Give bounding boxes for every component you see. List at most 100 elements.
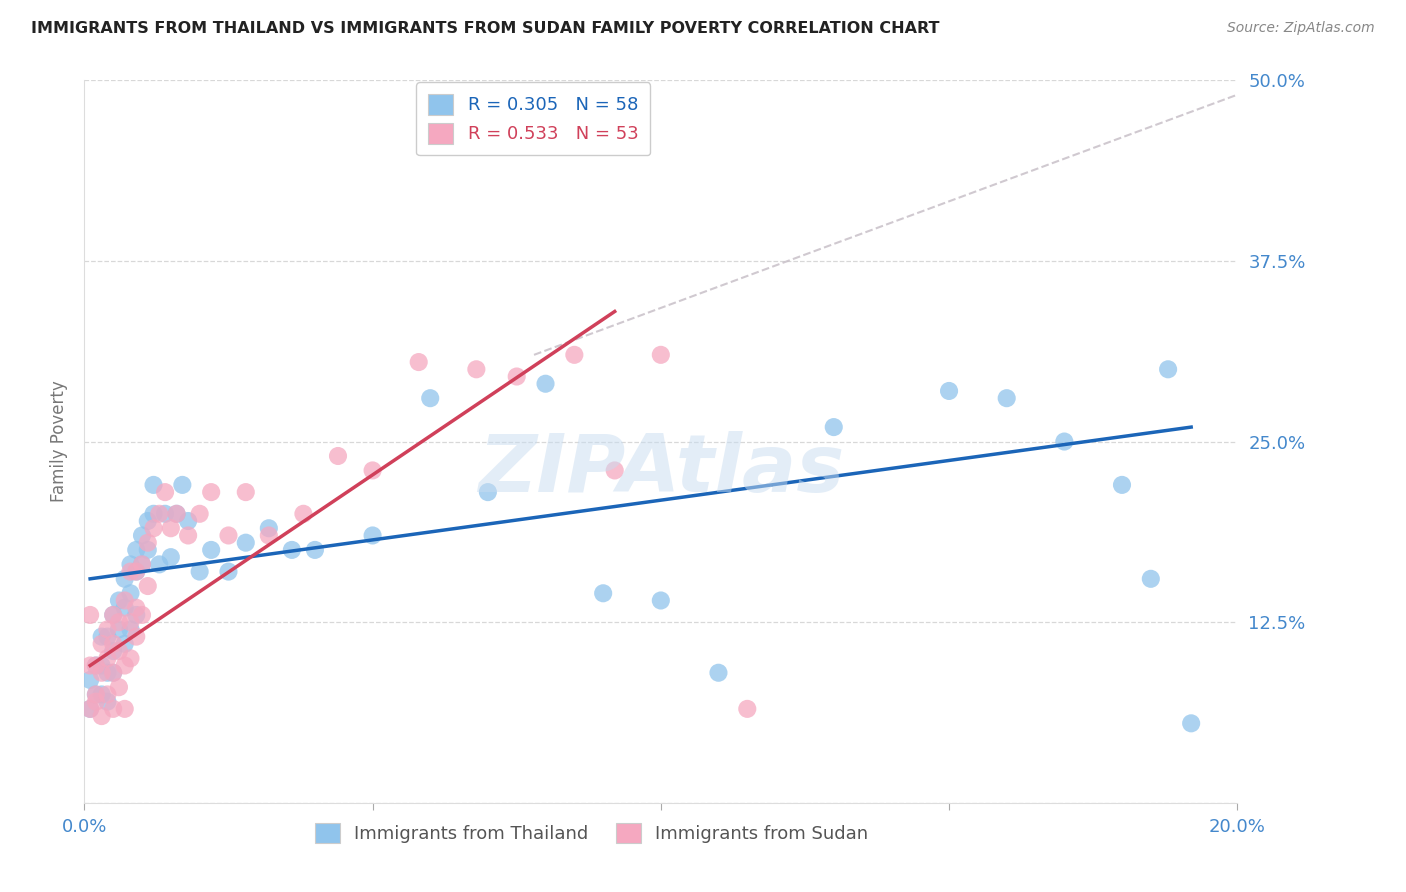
Point (172, 478, 194, 492)
Point (650, 593, 672, 607)
Point (200, 542, 222, 557)
Point (96, 695, 118, 709)
Point (120, 623, 142, 637)
Point (131, 528, 153, 542)
Point (281, 542, 304, 557)
Point (120, 651, 142, 665)
Point (995, 391, 1018, 405)
Point (84, 658, 107, 673)
Point (84, 658, 107, 673)
Point (1111, 478, 1133, 492)
Point (96, 623, 118, 637)
Point (188, 507, 211, 521)
Point (136, 514, 159, 528)
Point (200, 485, 222, 500)
Point (148, 558, 170, 572)
Point (218, 565, 240, 579)
Point (218, 528, 240, 542)
Point (188, 565, 211, 579)
Point (114, 658, 136, 673)
Point (108, 593, 131, 607)
Point (103, 665, 124, 680)
Point (96, 651, 118, 665)
Point (108, 680, 131, 694)
Point (96, 687, 118, 701)
Point (84, 687, 107, 701)
Point (120, 565, 142, 579)
Point (108, 644, 131, 658)
Point (114, 593, 136, 607)
Point (114, 600, 136, 615)
Point (103, 644, 124, 658)
Text: ZIPAtlas: ZIPAtlas (478, 432, 844, 509)
Point (84, 695, 107, 709)
Point (103, 607, 124, 622)
Point (142, 478, 165, 492)
Point (125, 607, 148, 622)
Point (103, 702, 124, 716)
Point (114, 702, 136, 716)
Point (153, 485, 176, 500)
Point (79, 702, 101, 716)
Point (79, 673, 101, 687)
Point (131, 607, 153, 622)
Point (79, 702, 101, 716)
Point (592, 586, 614, 600)
Point (257, 521, 280, 535)
Point (534, 376, 557, 391)
Point (1157, 362, 1180, 376)
Point (136, 535, 159, 549)
Point (823, 420, 845, 434)
Point (650, 348, 672, 362)
Point (737, 702, 759, 716)
Point (160, 550, 183, 565)
Point (96, 665, 118, 680)
Point (477, 485, 499, 500)
Point (103, 607, 124, 622)
Point (177, 514, 200, 528)
Point (292, 507, 315, 521)
Point (90, 630, 112, 644)
Point (103, 665, 124, 680)
Point (90, 709, 112, 723)
Point (142, 507, 165, 521)
Text: Source: ZipAtlas.com: Source: ZipAtlas.com (1227, 21, 1375, 36)
Point (408, 355, 430, 369)
Point (90, 687, 112, 701)
Point (108, 615, 131, 630)
Point (419, 391, 441, 405)
Point (120, 615, 142, 630)
Point (1140, 572, 1163, 586)
Point (125, 565, 148, 579)
Point (79, 658, 101, 673)
Point (938, 384, 960, 398)
Point (153, 507, 176, 521)
Point (166, 507, 188, 521)
Point (326, 449, 349, 463)
Point (235, 485, 257, 500)
Point (160, 521, 183, 535)
Point (79, 607, 101, 622)
Point (131, 558, 153, 572)
Point (120, 558, 142, 572)
Point (114, 637, 136, 651)
Point (136, 579, 159, 593)
Point (235, 535, 257, 549)
Point (1053, 434, 1076, 449)
Point (120, 586, 142, 600)
Point (84, 687, 107, 701)
Point (90, 665, 112, 680)
Point (142, 521, 165, 535)
Point (361, 463, 384, 477)
Point (506, 369, 529, 384)
Point (108, 623, 131, 637)
Point (166, 507, 188, 521)
Point (90, 637, 112, 651)
Point (564, 348, 586, 362)
Point (103, 637, 124, 651)
Point (148, 507, 170, 521)
Point (257, 528, 280, 542)
Point (136, 542, 159, 557)
Point (177, 528, 200, 542)
Point (465, 362, 488, 376)
